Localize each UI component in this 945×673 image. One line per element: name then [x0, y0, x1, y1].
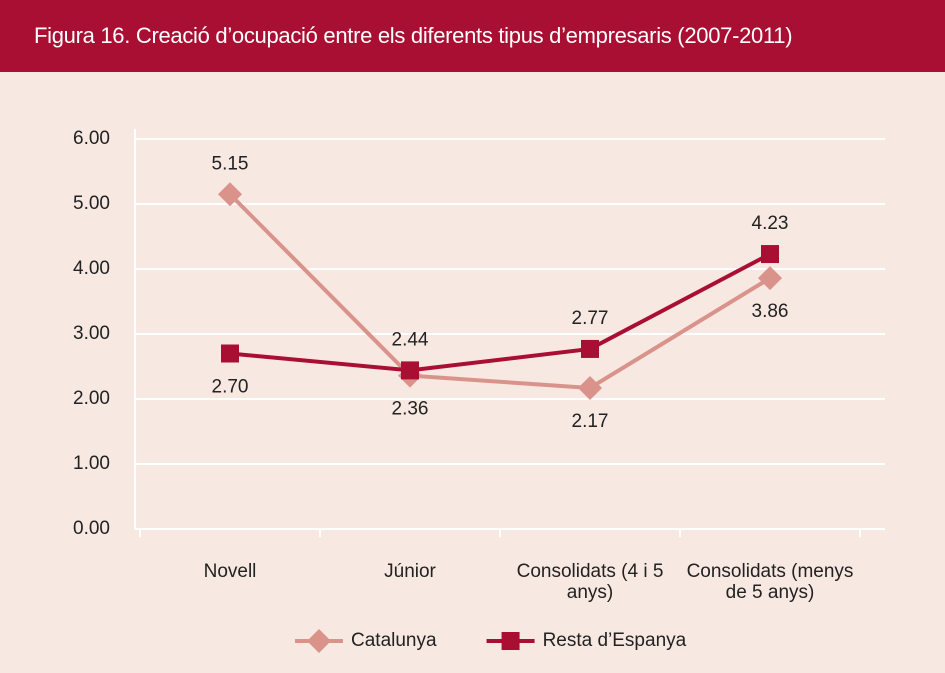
- data-label: 2.77: [572, 308, 609, 329]
- data-label: 2.17: [572, 411, 609, 432]
- data-point: [578, 375, 602, 400]
- series-line: [229, 252, 771, 373]
- x-tick-label: Consolidats (4 i 5 anys): [516, 561, 664, 603]
- data-label: 3.86: [752, 301, 789, 322]
- y-tick-label: 4.00: [73, 258, 110, 279]
- data-label: 2.44: [392, 329, 429, 350]
- data-label: 5.15: [212, 153, 249, 174]
- y-tick-label: 2.00: [73, 388, 110, 409]
- y-tick-label: 0.00: [73, 518, 110, 539]
- data-label: 2.36: [392, 399, 429, 420]
- data-point: [221, 344, 239, 363]
- series-line: [228, 192, 772, 390]
- data-point: [401, 361, 419, 380]
- legend-label: Resta d’Espanya: [543, 630, 687, 651]
- x-tick-label: Novell: [203, 561, 257, 582]
- legend-marker: [501, 632, 520, 650]
- x-tick-label: Júnior: [384, 561, 436, 582]
- data-label: 2.70: [212, 377, 249, 398]
- legend-label: Catalunya: [351, 630, 437, 651]
- data-point: [218, 182, 242, 207]
- y-tick-label: 6.00: [73, 128, 110, 149]
- y-tick-label: 3.00: [73, 323, 110, 344]
- data-point: [758, 266, 782, 291]
- y-tick-label: 5.00: [73, 193, 110, 214]
- data-point: [761, 245, 779, 264]
- data-label: 4.23: [752, 213, 789, 234]
- y-tick-label: 1.00: [73, 453, 110, 474]
- chart-title: Figura 16. Creació d’ocupació entre els …: [0, 0, 945, 72]
- x-tick-label: Consolidats (menys de 5 anys): [686, 561, 854, 603]
- legend-marker: [307, 629, 331, 653]
- data-point: [581, 339, 599, 358]
